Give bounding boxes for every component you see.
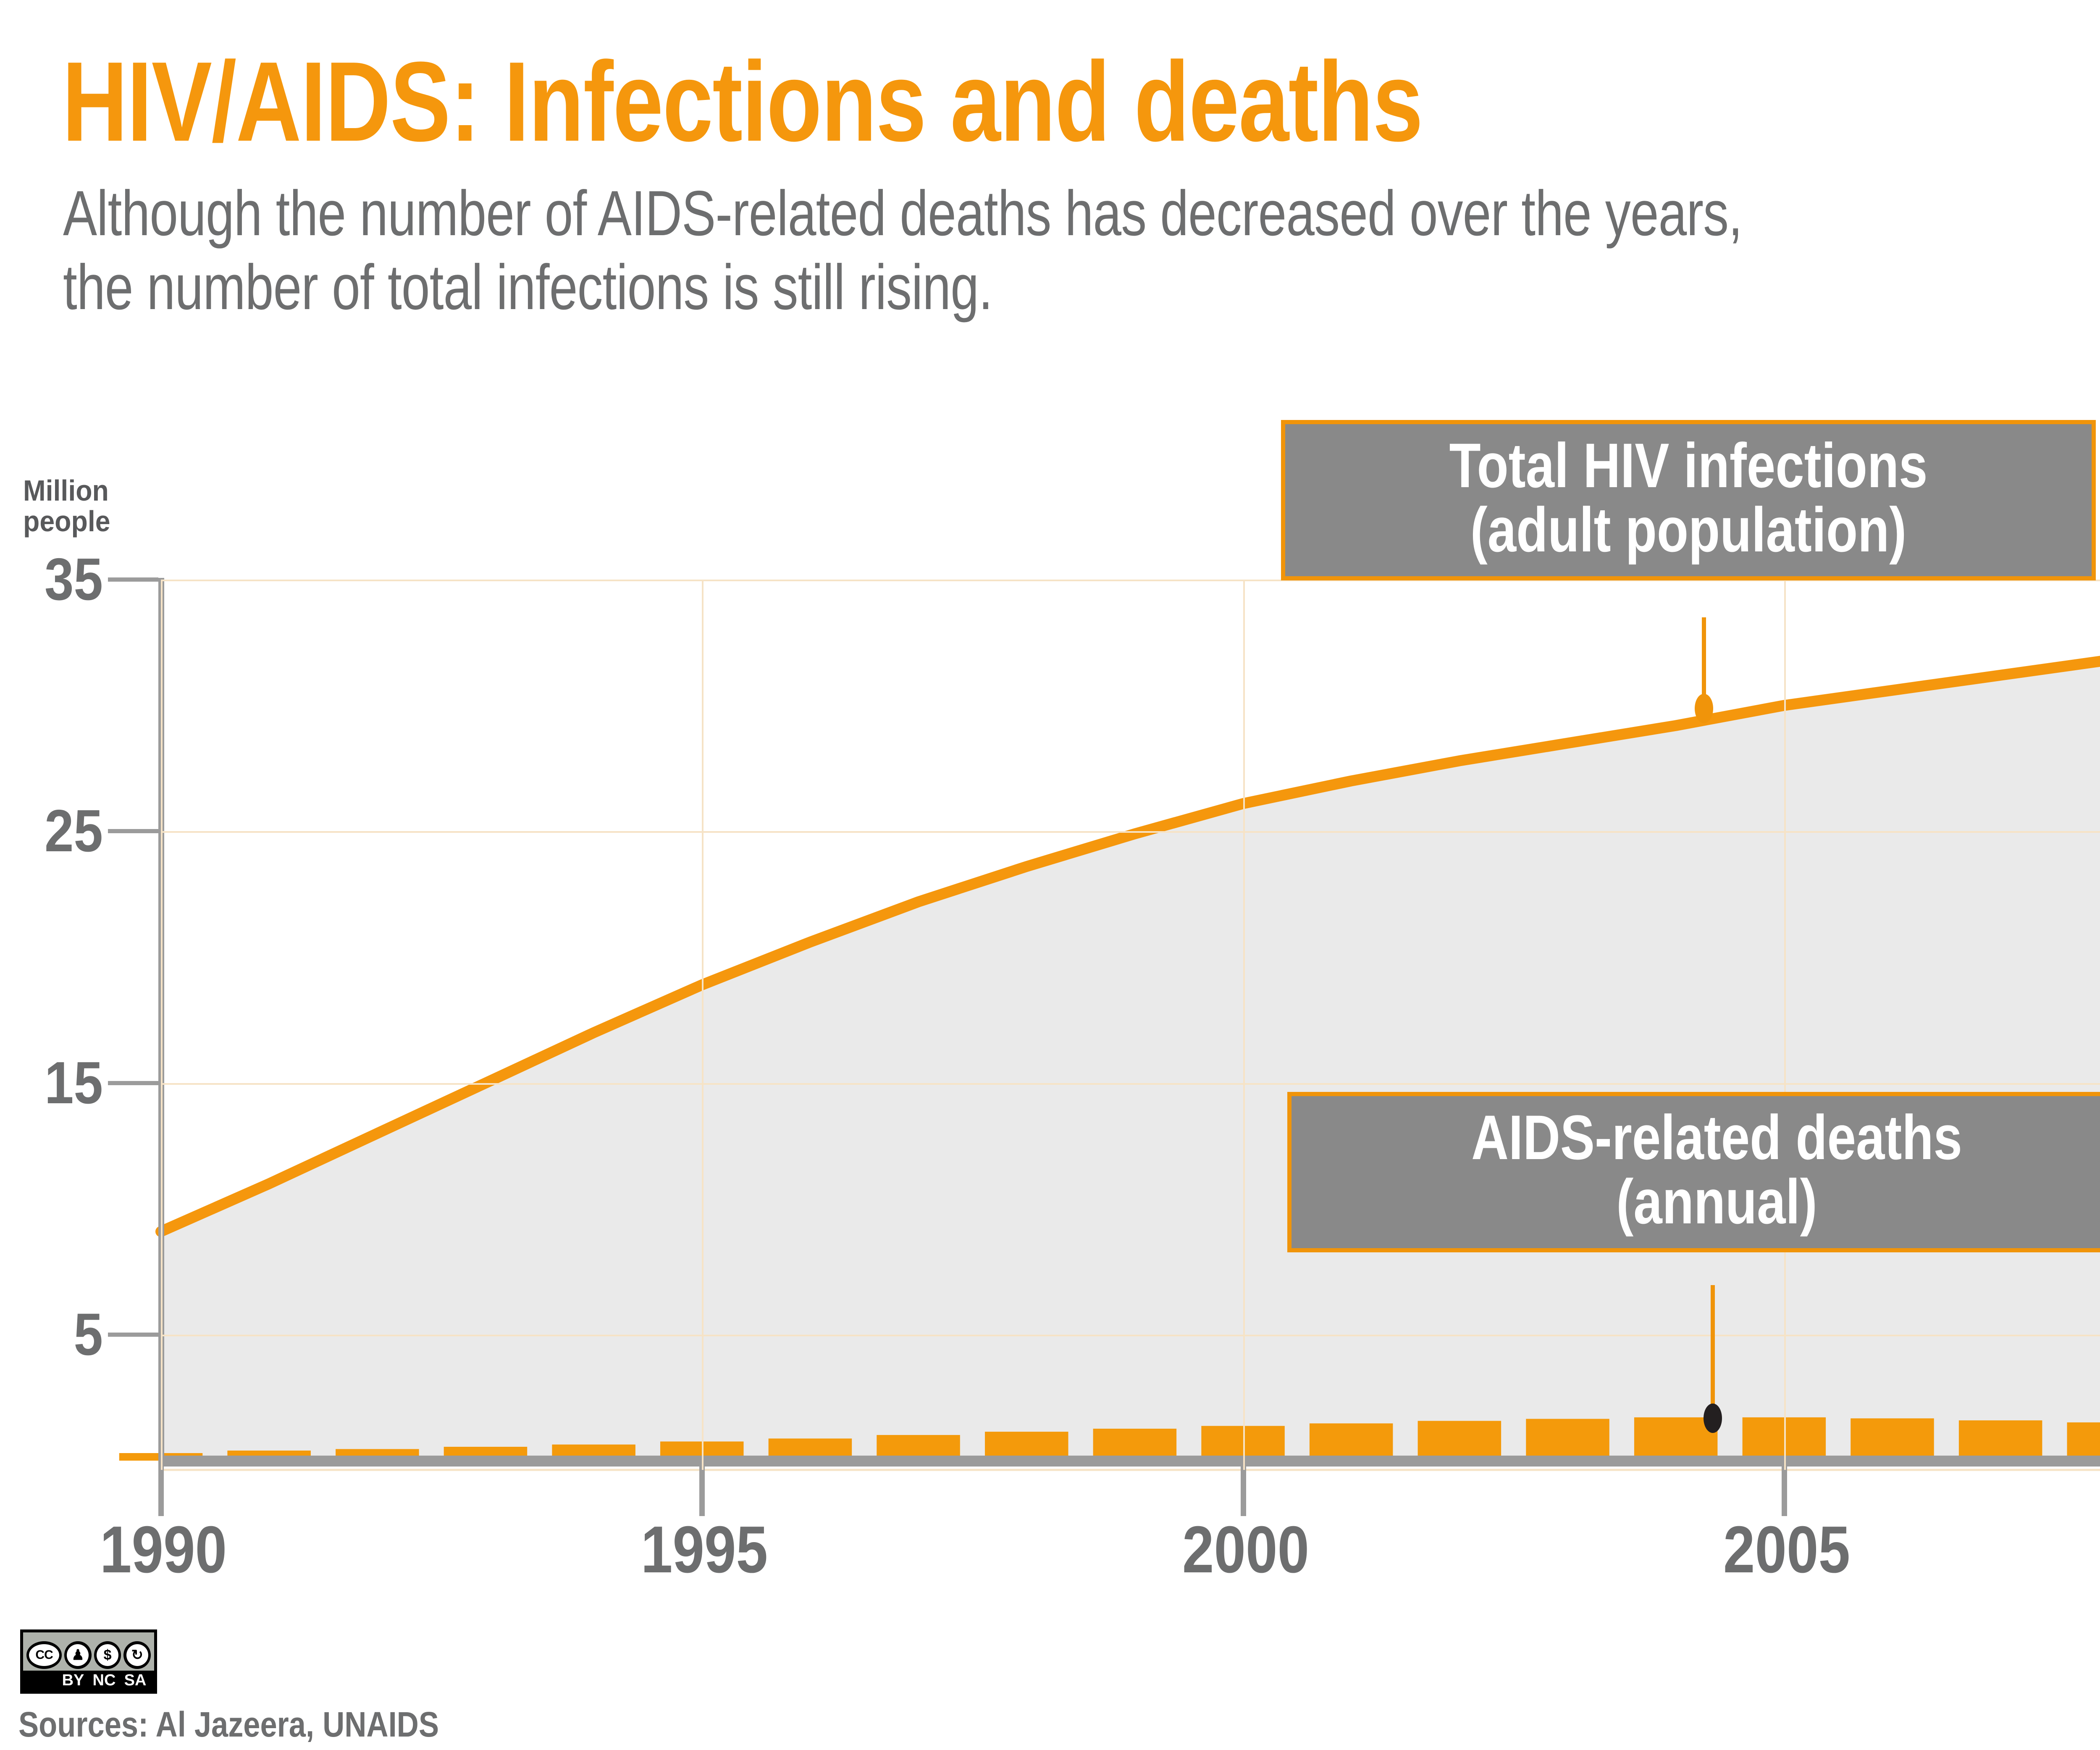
x-tick-mark — [1240, 1467, 1246, 1516]
creative-commons-badge: CC ♟ $ ↻ BY NC SA — [20, 1629, 157, 1694]
attribution-person-icon: ♟ — [64, 1641, 92, 1669]
callout-deaths-leader-line — [1711, 1285, 1715, 1415]
callout-aids-related-deaths: AIDS-related deaths (annual) — [1287, 1092, 2100, 1252]
deaths-bar — [1958, 1420, 2042, 1461]
page-title: HIV/AIDS: Infections and deaths — [62, 39, 1423, 165]
cc-terms-row: BY NC SA — [23, 1671, 154, 1690]
y-tick-mark — [108, 1081, 158, 1085]
callout-infections-leader-line — [1702, 617, 1706, 706]
y-tick-mark — [108, 577, 158, 582]
y-tick-label: 15 — [45, 1049, 103, 1116]
infections-line — [155, 656, 2100, 1237]
x-tick-label: 1995 — [641, 1513, 768, 1587]
x-tick-mark — [1781, 1467, 1787, 1516]
x-tick-label: 2005 — [1723, 1513, 1850, 1587]
subtitle-line-2: the number of total infections is still … — [63, 252, 993, 323]
x-tick-mark — [158, 1467, 164, 1516]
callout-infections-leader-dot — [1695, 694, 1713, 723]
callout-deaths-line-2: (annual) — [1616, 1166, 1817, 1237]
deaths-bar — [1093, 1428, 1177, 1461]
deaths-bar — [1851, 1418, 1934, 1461]
x-gridline — [161, 580, 163, 1470]
cc-icon-row: CC ♟ $ ↻ — [23, 1635, 154, 1675]
y-axis-title: Million people — [23, 475, 110, 537]
callout-infections-line-2: (adult population) — [1470, 494, 1907, 565]
y-axis-title-line-1: Million — [23, 474, 109, 507]
y-gridline — [161, 1335, 2100, 1337]
y-axis-title-line-2: people — [23, 504, 110, 538]
x-gridline — [1243, 580, 1245, 1470]
y-gridline — [161, 1083, 2100, 1085]
deaths-bar — [1526, 1419, 1609, 1461]
y-tick-label: 25 — [45, 798, 103, 865]
x-axis-line — [158, 1456, 2100, 1467]
sharealike-arrow-icon: ↻ — [123, 1641, 151, 1669]
x-gridline — [1784, 580, 1786, 1470]
y-gridline — [161, 831, 2100, 833]
x-tick-mark — [699, 1467, 705, 1516]
deaths-bar — [1418, 1421, 1502, 1461]
sources-text: Sources: Al Jazeera, UNAIDS — [18, 1705, 439, 1744]
infections-area — [161, 661, 2100, 1461]
x-gridline — [702, 580, 704, 1470]
y-tick-mark — [108, 829, 158, 834]
x-tick-label: 2000 — [1182, 1513, 1309, 1587]
callout-infections-line-1: Total HIV infections — [1449, 430, 1928, 501]
deaths-bar — [2067, 1422, 2100, 1461]
callout-total-hiv-infections: Total HIV infections (adult population) — [1281, 420, 2096, 580]
y-tick-mark — [108, 1333, 158, 1337]
cc-term-by: BY — [62, 1671, 84, 1689]
callout-deaths-leader-dot — [1704, 1404, 1722, 1433]
noncommercial-dollar-icon: $ — [94, 1641, 121, 1669]
page-subtitle: Although the number of AIDS-related deat… — [63, 176, 2100, 325]
cc-badge-footer-bar — [23, 1671, 154, 1691]
y-tick-label: 35 — [45, 546, 103, 613]
creative-commons-icon: CC — [26, 1641, 62, 1669]
y-tick-label: 5 — [74, 1301, 103, 1368]
deaths-bar — [1634, 1417, 1718, 1461]
cc-term-sa: SA — [124, 1671, 147, 1689]
subtitle-line-1: Although the number of AIDS-related deat… — [63, 178, 1743, 249]
x-tick-label: 1990 — [100, 1513, 227, 1587]
y-gridline — [161, 580, 2100, 581]
deaths-bar — [1309, 1423, 1393, 1461]
callout-deaths-line-1: AIDS-related deaths — [1471, 1102, 1962, 1173]
cc-term-nc: NC — [92, 1671, 116, 1689]
